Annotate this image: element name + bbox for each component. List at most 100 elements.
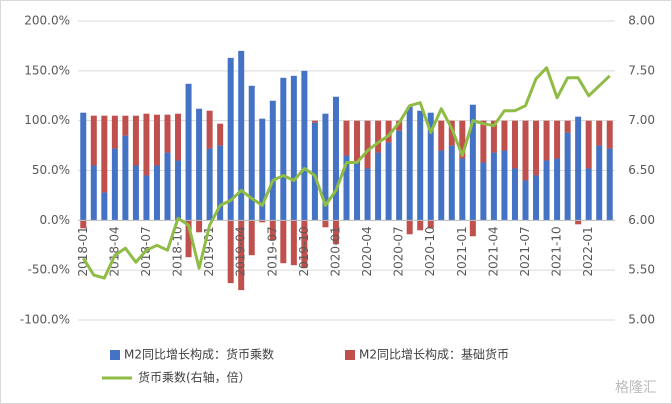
bar xyxy=(385,120,392,143)
bar xyxy=(490,120,497,153)
bar xyxy=(564,132,571,221)
bar xyxy=(332,96,339,221)
bar xyxy=(269,220,276,241)
bar xyxy=(196,108,203,221)
bar xyxy=(480,162,487,221)
bar xyxy=(185,220,192,258)
bar xyxy=(111,115,118,149)
x-tick-label: 2019-10 xyxy=(297,226,311,276)
y2-tick-label: 5.50 xyxy=(628,263,655,277)
bar xyxy=(132,165,139,221)
y-tick-label: 50.0% xyxy=(32,163,70,177)
bar xyxy=(122,115,129,136)
legend-label: M2同比增长构成：基础货币 xyxy=(359,347,509,362)
bar xyxy=(385,142,392,221)
bar xyxy=(290,75,297,221)
bar xyxy=(469,104,476,221)
bar xyxy=(153,165,160,221)
legend-label: M2同比增长构成：货币乘数 xyxy=(124,347,274,362)
bar xyxy=(554,120,561,159)
bar xyxy=(396,130,403,221)
bar xyxy=(80,220,87,229)
bar xyxy=(585,168,592,221)
bar xyxy=(511,120,518,169)
bar xyxy=(417,220,424,231)
bar xyxy=(480,120,487,163)
y2-tick-label: 5.00 xyxy=(628,313,655,327)
bar xyxy=(354,120,361,163)
bar xyxy=(343,155,350,221)
x-tick-label: 2018-10 xyxy=(171,226,185,276)
bar xyxy=(469,220,476,237)
bar xyxy=(364,120,371,169)
bar xyxy=(269,100,276,221)
y-tick-label: -50.0% xyxy=(28,263,70,277)
bar xyxy=(259,220,266,223)
y-tick-label: 150.0% xyxy=(24,63,70,77)
legend-swatch xyxy=(345,350,355,360)
bar xyxy=(522,120,529,181)
bar xyxy=(164,114,171,153)
x-tick-label: 2020-07 xyxy=(392,226,406,276)
bar xyxy=(227,57,234,221)
bar xyxy=(185,83,192,221)
y-tick-label: 100.0% xyxy=(24,113,70,127)
y2-tick-label: 6.50 xyxy=(628,163,655,177)
x-tick-label: 2019-04 xyxy=(234,226,248,276)
x-tick-label: 2018-01 xyxy=(76,226,90,276)
bar xyxy=(406,106,413,221)
bar xyxy=(332,220,339,245)
bar xyxy=(448,145,455,221)
bar xyxy=(427,220,434,229)
bar xyxy=(490,152,497,221)
bar xyxy=(322,220,329,228)
bar xyxy=(522,180,529,221)
y-tick-label: 0.0% xyxy=(40,213,71,227)
bar xyxy=(238,50,245,221)
bar xyxy=(248,85,255,221)
bar xyxy=(438,150,445,221)
x-tick-label: 2019-07 xyxy=(265,226,279,276)
bar xyxy=(406,220,413,235)
bar xyxy=(206,110,213,149)
bar xyxy=(217,123,224,146)
bar xyxy=(90,165,97,221)
bar xyxy=(448,120,455,146)
bar xyxy=(153,114,160,166)
bar xyxy=(301,220,308,269)
bar xyxy=(101,192,108,221)
bar xyxy=(533,120,540,176)
bar xyxy=(511,168,518,221)
bar xyxy=(280,77,287,221)
bar xyxy=(322,113,329,221)
legend-label: 货币乘数(右轴，倍） xyxy=(138,370,251,385)
legend-swatch xyxy=(110,350,120,360)
bar xyxy=(606,148,613,221)
bar xyxy=(280,220,287,264)
bar xyxy=(132,115,139,166)
bar xyxy=(206,148,213,221)
bar xyxy=(554,158,561,221)
bar xyxy=(396,120,403,131)
bar xyxy=(459,158,466,221)
bar xyxy=(375,152,382,221)
bar xyxy=(438,120,445,151)
bar xyxy=(596,120,603,146)
bar xyxy=(417,110,424,221)
x-tick-label: 2020-01 xyxy=(328,226,342,276)
bar xyxy=(301,70,308,221)
bar xyxy=(259,118,266,221)
bar xyxy=(248,220,255,256)
bar xyxy=(501,150,508,221)
bar xyxy=(533,175,540,221)
bar xyxy=(585,120,592,169)
x-tick-label: 2020-04 xyxy=(360,226,374,276)
bar xyxy=(80,112,87,221)
bar xyxy=(311,120,318,123)
bar xyxy=(122,135,129,221)
y2-tick-label: 6.00 xyxy=(628,213,655,227)
y2-tick-label: 7.50 xyxy=(628,63,655,77)
bar xyxy=(427,112,434,221)
x-tick-label: 2021-01 xyxy=(455,226,469,276)
bar xyxy=(143,175,150,221)
